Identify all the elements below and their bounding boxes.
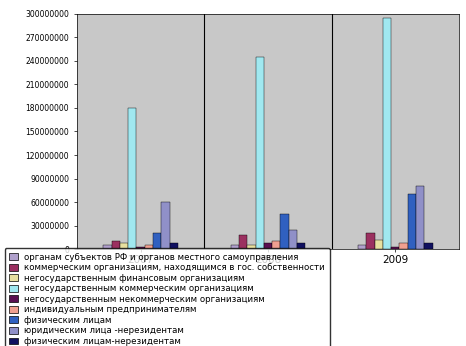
Bar [375,240,383,249]
Bar [145,245,153,249]
Bar [103,245,111,249]
Bar [255,57,264,249]
Bar [239,235,247,249]
Bar [425,243,432,249]
Bar [288,229,297,249]
Bar [391,247,399,249]
Bar [272,241,281,249]
Bar [111,241,120,249]
Legend: органам субъектов РФ и органов местного самоуправления, коммерческим организация: органам субъектов РФ и органов местного … [5,248,329,346]
Bar [170,243,178,249]
Bar [264,243,272,249]
Bar [153,234,161,249]
Bar [297,243,305,249]
Bar [231,245,239,249]
Bar [137,247,145,249]
Bar [161,202,170,249]
Bar [358,245,366,249]
Bar [383,18,391,249]
Bar [366,234,375,249]
Bar [128,108,137,249]
Bar [408,194,416,249]
Bar [247,245,255,249]
Bar [120,243,128,249]
Bar [416,186,425,249]
Bar [399,243,408,249]
Bar [281,214,288,249]
